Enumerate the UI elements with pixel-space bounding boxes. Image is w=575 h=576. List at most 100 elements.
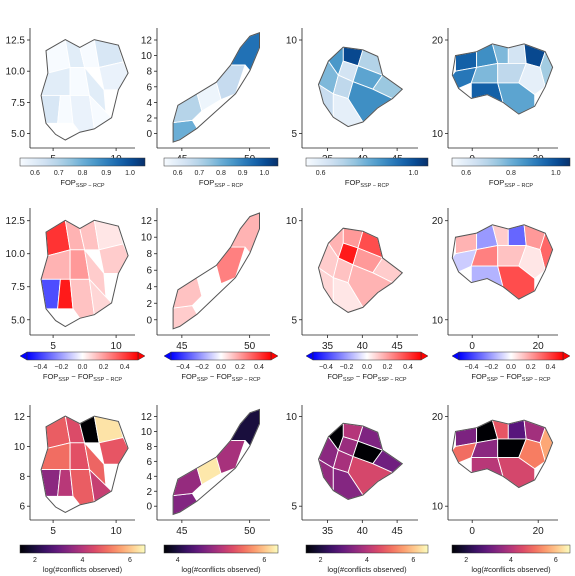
colorbar-tick: 4 (176, 557, 180, 564)
x-tick-label: 40 (357, 341, 369, 352)
x-tick-label: 50 (244, 341, 256, 352)
y-tick-label: 12.5 (6, 216, 26, 227)
colorbar-tick: −0.2 (484, 364, 498, 371)
y-tick-label: 10.0 (6, 67, 26, 78)
colorbar-label: FOPSSP − RCP (345, 178, 390, 189)
colorbar-tick: 2 (319, 557, 323, 564)
map-region (98, 61, 129, 91)
map-region (518, 62, 546, 96)
y-tick-label: 4 (146, 282, 152, 293)
colorbar-label: FOPSSP − FOPSSP − RCP (327, 372, 407, 383)
y-tick-label: 4 (146, 98, 152, 109)
colorbar-tick: 0.4 (254, 364, 264, 371)
y-tick-label: 0 (146, 502, 152, 513)
y-tick-label: 10 (141, 427, 153, 438)
y-tick-label: 10 (141, 51, 153, 62)
x-tick-label: 50 (244, 526, 256, 537)
colorbar-tick: −0.4 (319, 364, 333, 371)
colorbar-extend-low (451, 351, 460, 361)
y-tick-label: 12 (14, 412, 26, 423)
colorbar-label: log(#conflicts observed) (471, 565, 551, 574)
colorbar (305, 544, 429, 554)
y-tick-label: 5 (291, 502, 297, 513)
colorbar-extend-low (19, 351, 28, 361)
colorbar-tick: 6 (554, 557, 558, 564)
y-tick-label: 12 (141, 216, 153, 227)
y-tick-label: 20 (432, 36, 444, 47)
colorbar-tick: −0.4 (176, 364, 190, 371)
colorbar-extend-low (163, 351, 172, 361)
country-outline (172, 408, 260, 516)
colorbar-tick: 0.2 (383, 364, 393, 371)
panel-conflicts-2: 35 40 45 5 10 2 4 6 log(#conflicts observed) (286, 405, 429, 574)
x-tick-label: 45 (176, 341, 188, 352)
colorbar-tick: 0.0 (506, 364, 516, 371)
y-tick-label: 10 (432, 502, 444, 513)
colorbar-tick: 1.0 (551, 170, 561, 177)
y-tick-label: 8 (146, 249, 152, 260)
colorbar-tick: 4 (365, 557, 369, 564)
country-outline (317, 46, 404, 128)
x-tick-label: 20 (533, 526, 545, 537)
y-tick-label: 4 (146, 472, 152, 483)
map-region (98, 243, 129, 274)
y-tick-label: 10 (14, 442, 26, 453)
x-tick-label: 45 (392, 341, 404, 352)
x-tick-label: 5 (50, 341, 56, 352)
colorbar-tick: 1.0 (259, 170, 269, 177)
x-tick-label: 45 (392, 526, 404, 537)
colorbar-tick: 2 (464, 557, 468, 564)
colorbar-tick: 1.0 (408, 170, 418, 177)
y-tick-label: 5.0 (11, 315, 25, 326)
x-tick-label: 40 (357, 526, 369, 537)
y-tick-label: 6 (146, 457, 152, 468)
x-tick-label: 45 (176, 526, 188, 537)
map-region (215, 246, 246, 285)
y-tick-label: 8 (146, 67, 152, 78)
x-tick-label: 35 (322, 526, 334, 537)
country-outline (40, 415, 129, 513)
y-tick-label: 6 (146, 82, 152, 93)
colorbar-tick: 0.6 (173, 170, 183, 177)
map-region (518, 244, 546, 280)
colorbar-label: FOPSSP − RCP (199, 178, 244, 189)
colorbar (163, 157, 279, 167)
y-tick-label: 10 (432, 129, 444, 140)
colorbar (451, 544, 571, 554)
colorbar-label: FOPSSP − RCP (489, 178, 534, 189)
x-tick-label: 10 (111, 526, 123, 537)
colorbar-tick: 0.0 (78, 364, 88, 371)
x-tick-label: 0 (469, 526, 475, 537)
country-outline (451, 224, 554, 300)
colorbar-tick: 0.6 (316, 170, 326, 177)
colorbar-tick: −0.2 (195, 364, 209, 371)
colorbar-tick: 0.8 (216, 170, 226, 177)
colorbar-label: FOPSSP − FOPSSP − RCP (471, 372, 551, 383)
country-outline (40, 219, 129, 328)
y-tick-label: 2 (146, 299, 152, 310)
map-region (215, 64, 246, 101)
colorbar-tick: 1.0 (125, 170, 135, 177)
colorbar (451, 157, 571, 167)
colorbar-tick: 0.9 (238, 170, 248, 177)
y-tick-label: 20 (432, 412, 444, 423)
y-tick-label: 10 (141, 233, 153, 244)
map-region (215, 439, 246, 475)
y-tick-label: 2 (146, 487, 152, 498)
y-tick-label: 7.5 (11, 98, 25, 109)
colorbar-tick: 6 (128, 557, 132, 564)
colorbar (312, 351, 422, 361)
colorbar-extend-low (305, 351, 314, 361)
map-region (229, 408, 260, 447)
country-outline (317, 422, 404, 501)
colorbar (170, 351, 272, 361)
y-tick-label: 0 (146, 129, 152, 140)
colorbar-tick: 0.7 (54, 170, 64, 177)
